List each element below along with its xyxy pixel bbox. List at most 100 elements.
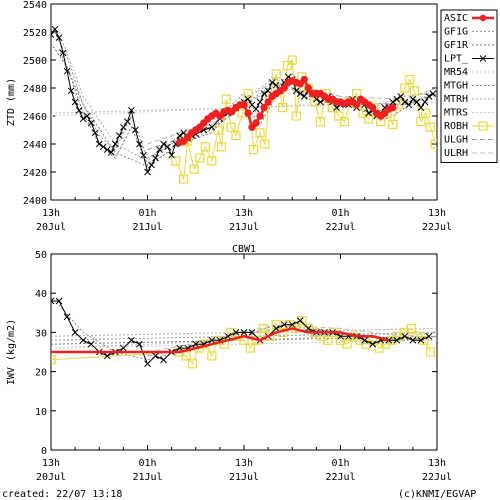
ztd-point-lpt	[409, 95, 417, 103]
ztd-point-lpt	[260, 90, 268, 97]
iwv-point-lpt	[417, 336, 425, 344]
ztd-y-axis-label: ZTD (mm)	[6, 78, 17, 126]
iwv-point-robh	[297, 316, 307, 326]
ztd-point-asic	[389, 103, 397, 112]
ztd-point-robh	[278, 102, 288, 113]
legend-marker-lpt	[479, 55, 487, 62]
iwv-point-robh	[51, 355, 56, 365]
iwv-x-tick-label: 22Jul	[325, 472, 355, 483]
ztd-point-lpt	[136, 140, 143, 148]
legend-label-ulgh: ULGH	[444, 135, 468, 146]
ztd-point-lpt	[405, 101, 413, 109]
ztd-y-tick-label: 2480	[23, 84, 47, 95]
iwv-point-robh	[245, 343, 256, 353]
ztd-point-robh	[339, 116, 350, 127]
ztd-point-robh	[271, 69, 281, 79]
iwv-point-robh	[342, 339, 352, 349]
ztd-point-lpt	[87, 119, 95, 127]
iwv-point-robh	[258, 323, 268, 334]
iwv-point-lpt	[337, 332, 344, 340]
ztd-x-tick-label: 20Jul	[36, 222, 66, 233]
ztd-point-lpt	[51, 25, 59, 33]
ztd-point-lpt	[148, 161, 155, 169]
ztd-point-robh	[425, 122, 436, 132]
ztd-point-lpt	[160, 140, 167, 148]
iwv-point-lpt	[63, 313, 71, 321]
ztd-point-lpt	[168, 151, 175, 159]
ztd-point-robh	[334, 111, 344, 121]
ztd-point-lpt	[252, 105, 260, 113]
iwv-point-robh	[181, 351, 191, 361]
iwv-y-tick-label: 0	[41, 446, 47, 457]
iwv-y-axis-label: IWV (kg/m2)	[6, 319, 17, 385]
iwv-point-lpt	[393, 336, 401, 344]
iwv-point-lpt	[361, 336, 368, 344]
ztd-y-tick-label: 2400	[23, 196, 47, 207]
ztd-point-robh	[179, 174, 189, 184]
iwv-x-tick-label: 20Jul	[36, 472, 66, 483]
iwv-point-lpt	[144, 360, 151, 368]
ztd-point-lpt	[272, 81, 280, 89]
iwv-series-layer	[51, 297, 437, 369]
iwv-point-lpt	[128, 336, 135, 344]
ztd-x-tick-label: 13h	[235, 208, 253, 219]
ztd-point-lpt	[176, 132, 184, 139]
ztd-point-robh	[351, 88, 362, 99]
iwv-point-robh	[323, 335, 333, 345]
ztd-series-line-gf1r	[51, 42, 437, 166]
ztd-point-asic	[240, 101, 248, 109]
iwv-point-lpt	[224, 332, 232, 340]
ztd-plot: 2400 2420 2440 2460 2480 2500 2520 2540 13h 20Jul…	[6, 0, 452, 233]
ztd-point-lpt	[317, 98, 324, 106]
ztd-point-robh	[255, 128, 265, 138]
legend-box	[440, 9, 498, 163]
legend-label-asic: ASIC	[444, 13, 468, 24]
ztd-point-lpt	[67, 87, 75, 95]
ztd-point-robh	[195, 153, 205, 163]
iwv-point-lpt	[272, 325, 280, 332]
iwv-x-tick-label: 22Jul	[422, 472, 452, 483]
iwv-y-tick-label: 40	[35, 289, 47, 300]
ztd-point-lpt	[164, 143, 171, 151]
iwv-point-lpt	[55, 297, 63, 305]
legend-marker-asic	[479, 14, 487, 22]
ztd-point-robh	[231, 131, 241, 141]
iwv-point-lpt	[103, 352, 111, 360]
iwv-point-lpt	[296, 317, 304, 324]
iwv-chart-title: CBW1	[232, 244, 256, 255]
ztd-point-lpt	[417, 104, 425, 111]
ztd-point-robh	[358, 108, 368, 118]
ztd-point-lpt	[365, 109, 372, 117]
ztd-point-lpt	[296, 90, 304, 97]
ztd-point-lpt	[389, 98, 397, 106]
legend-label-ulrh: ULRH	[444, 148, 468, 159]
ztd-point-robh	[416, 116, 426, 127]
ztd-point-lpt	[156, 146, 163, 153]
iwv-point-lpt	[79, 336, 87, 344]
ztd-point-robh	[221, 94, 231, 104]
ztd-point-robh	[282, 60, 293, 71]
iwv-point-lpt	[409, 336, 417, 344]
iwv-point-lpt	[176, 344, 184, 352]
ztd-x-tick-label: 22Jul	[325, 222, 355, 233]
iwv-series-line-robh	[51, 319, 432, 365]
legend-label-gf1r: GF1R	[444, 40, 469, 51]
ztd-point-lpt	[292, 87, 300, 95]
ztd-point-lpt	[264, 87, 272, 95]
ztd-point-lpt	[429, 90, 437, 97]
ztd-point-lpt	[256, 98, 264, 106]
iwv-x-tick-label: 13h	[42, 458, 60, 469]
ztd-point-robh	[260, 139, 270, 149]
ztd-series-layer	[51, 24, 437, 184]
iwv-point-lpt	[232, 329, 240, 336]
ztd-point-lpt	[95, 140, 103, 148]
iwv-x-tick-label: 21Jul	[229, 472, 259, 483]
ztd-point-robh	[207, 156, 217, 166]
iwv-point-lpt	[280, 321, 288, 328]
ztd-point-lpt	[313, 95, 320, 103]
ztd-point-lpt	[132, 126, 139, 134]
ztd-point-robh	[226, 122, 236, 132]
iwv-point-robh	[406, 323, 416, 334]
iwv-x-tick-label: 01h	[331, 458, 349, 469]
iwv-plot: 0 10 20 30 40 50 13h 20Jul 01h 21Jul 13h 21Jul 01h 22…	[6, 244, 452, 483]
